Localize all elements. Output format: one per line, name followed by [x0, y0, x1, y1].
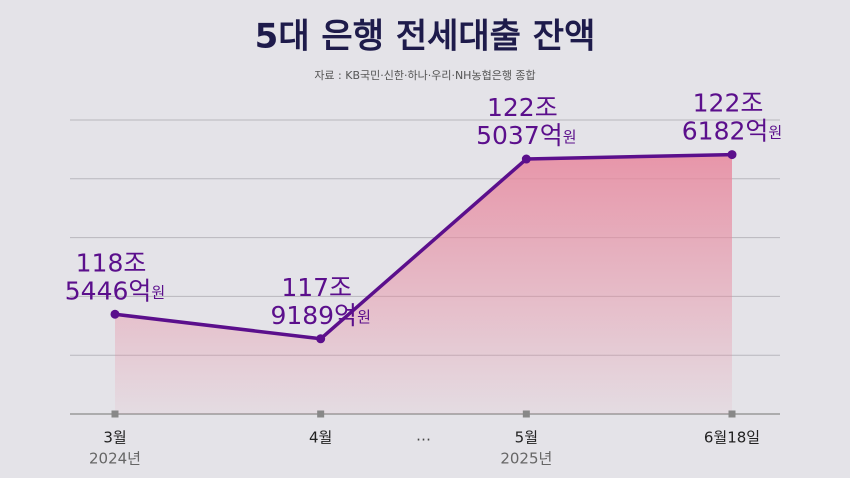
value-label: 117조 9189억원	[270, 273, 370, 330]
x-tick-label: 3월	[103, 429, 126, 447]
area	[115, 154, 732, 414]
x-tick	[522, 410, 530, 418]
x-tick-sublabel: 2024년	[89, 450, 141, 468]
x-tick-sublabel: 2025년	[500, 450, 552, 468]
chart-subtitle: 자료 : KB국민·신한·하나·우리·NH농협은행 종합	[314, 68, 535, 82]
chart-title: 5대 은행 전세대출 잔액	[255, 17, 596, 57]
point	[110, 309, 120, 319]
x-tick-label: 6월18일	[704, 429, 760, 447]
value-label: 122조 5037억원	[476, 93, 576, 150]
point	[727, 150, 737, 160]
x-tick	[317, 410, 325, 418]
x-tick	[728, 410, 736, 418]
x-tick-label: 4월	[309, 429, 332, 447]
x-tick-label: 5월	[515, 429, 538, 447]
x-gap-label: …	[416, 427, 431, 445]
value-label: 118조 5446억원	[65, 248, 165, 305]
value-label: 122조 6182억원	[682, 89, 782, 146]
line	[114, 152, 733, 341]
point	[521, 154, 531, 164]
point	[316, 334, 326, 344]
x-tick	[111, 410, 119, 418]
